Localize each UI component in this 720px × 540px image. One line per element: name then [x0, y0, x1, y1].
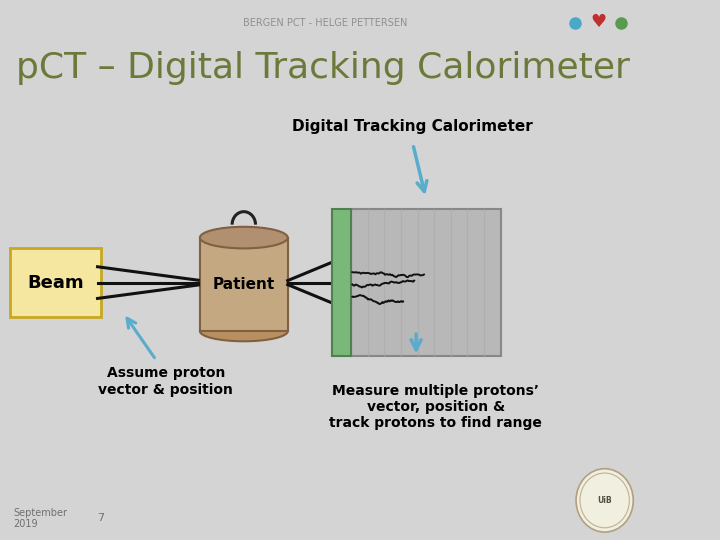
Text: Patient: Patient [212, 277, 275, 292]
Text: UiB: UiB [598, 496, 612, 505]
Circle shape [576, 469, 634, 532]
Bar [200, 238, 288, 331]
Text: 7: 7 [97, 514, 104, 523]
Text: Assume proton
vector & position: Assume proton vector & position [99, 367, 233, 397]
Text: BERGEN PCT - HELGE PETTERSEN: BERGEN PCT - HELGE PETTERSEN [243, 18, 408, 28]
Text: ♥: ♥ [590, 12, 606, 31]
Text: Digital Tracking Calorimeter: Digital Tracking Calorimeter [292, 118, 534, 133]
Bar [351, 209, 500, 356]
Ellipse shape [200, 227, 288, 248]
Text: pCT – Digital Tracking Calorimeter: pCT – Digital Tracking Calorimeter [17, 51, 630, 85]
Text: September
2019: September 2019 [13, 508, 67, 529]
FancyBboxPatch shape [10, 248, 101, 317]
Text: Measure multiple protons’
vector, position &
track protons to find range: Measure multiple protons’ vector, positi… [329, 383, 542, 430]
Ellipse shape [200, 321, 288, 341]
Bar [332, 209, 351, 356]
Text: Beam: Beam [27, 274, 84, 292]
